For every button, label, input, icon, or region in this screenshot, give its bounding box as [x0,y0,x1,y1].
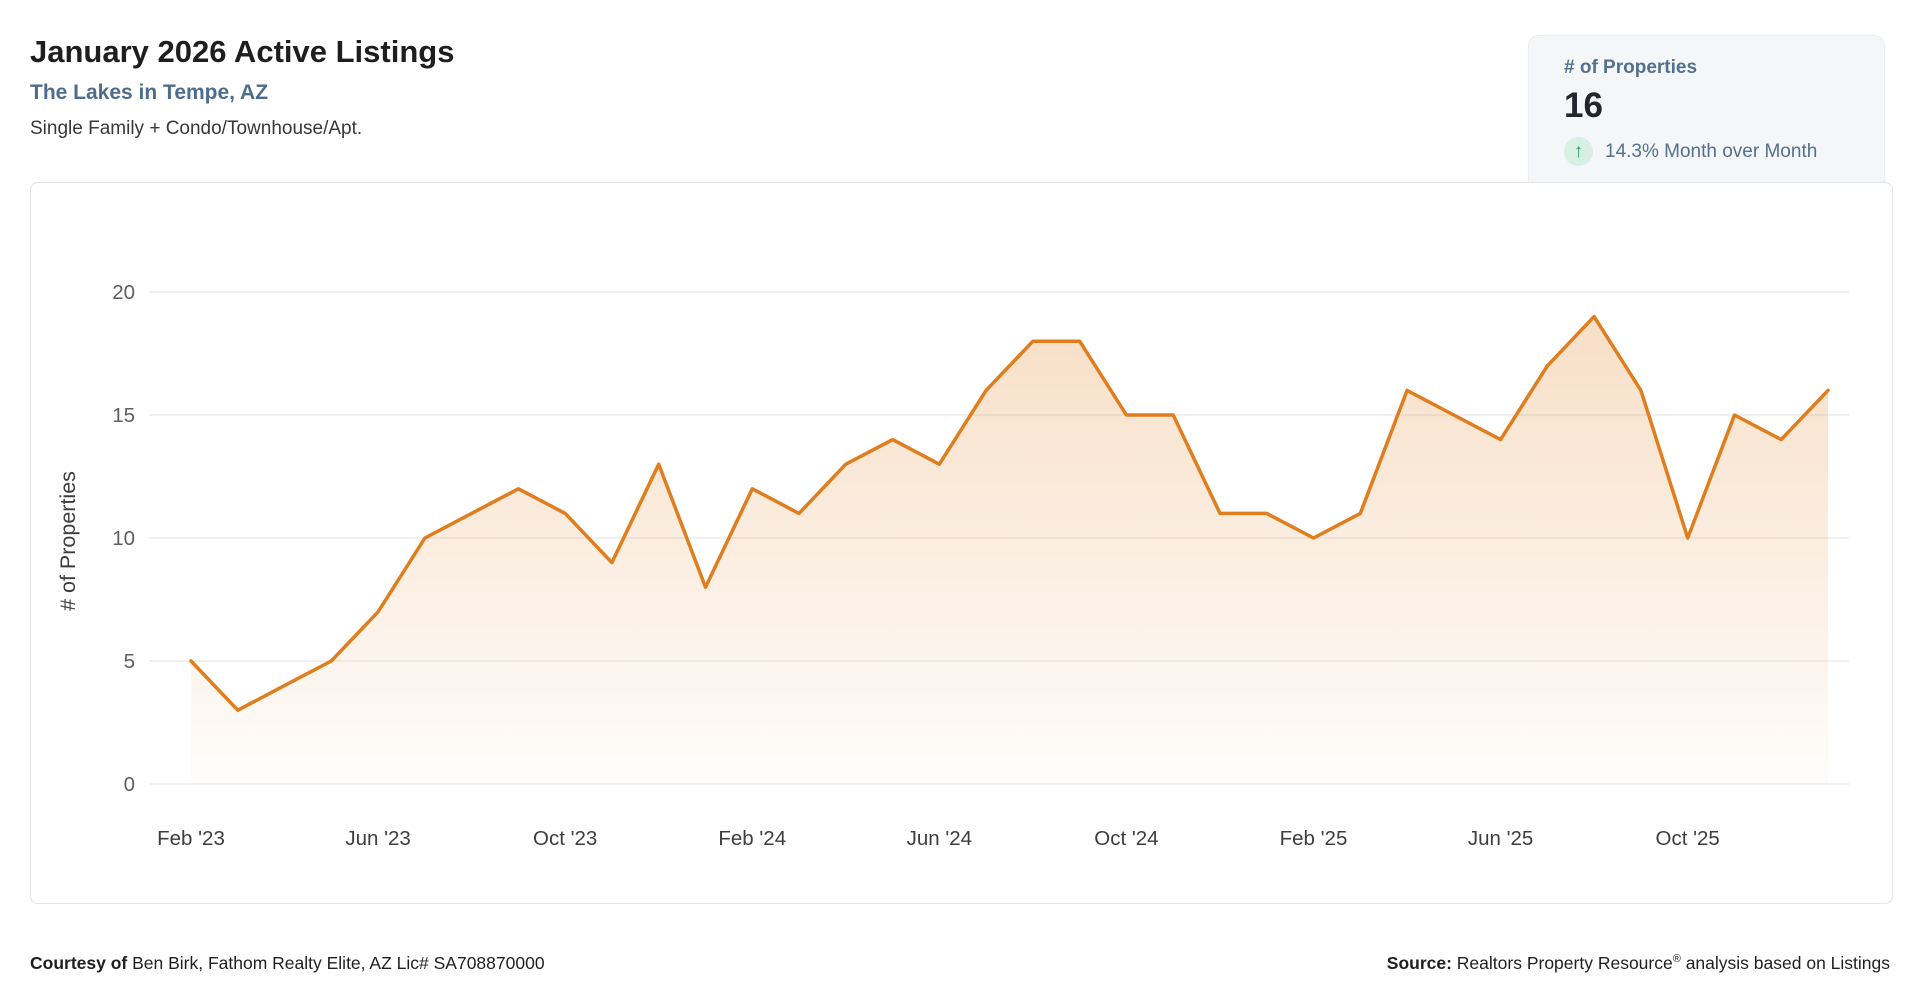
y-tick-label: 0 [124,773,135,796]
source-text: Source: Realtors Property Resource® anal… [1386,953,1890,973]
courtesy-label: Courtesy of [30,953,128,973]
x-tick-label: Jun '25 [1468,827,1533,850]
x-tick-label: Jun '23 [345,827,410,850]
y-tick-label: 15 [112,404,135,427]
listings-area-chart: 0 5 10 15 20 Feb '23 Jun '23 Oct '23 Feb '24 Jun … [56,281,1849,850]
stat-card: # of Properties 16 ↑ 14.3% Month over Mo… [1528,35,1885,197]
trend-line [189,314,1830,712]
x-tick-label: Feb '24 [718,827,786,850]
y-axis-title: # of Properties [56,471,80,611]
chart-card: 0 5 10 15 20 Feb '23 Jun '23 Oct '23 Feb '24 Jun … [30,182,1893,904]
x-tick-label: Jun '24 [907,827,972,850]
report-footer: Courtesy of Ben Birk, Fathom Realty Elit… [30,953,1890,974]
x-tick-label: Oct '23 [533,827,597,850]
x-tick-label: Oct '24 [1094,827,1158,850]
page-title: January 2026 Active Listings [30,34,455,69]
area-fill [191,316,1828,784]
stat-card-trend-text: 14.3% Month over Month [1605,140,1818,162]
x-tick-label: Feb '25 [1280,827,1348,850]
page-subtitle: The Lakes in Tempe, AZ [30,81,269,104]
source-label: Source: [1386,953,1452,973]
x-tick-label: Feb '23 [157,827,225,850]
arrow-up-icon: ↑ [1564,137,1593,166]
registered-mark: ® [1672,953,1681,966]
stat-card-label: # of Properties [1564,57,1698,78]
stat-card-value: 16 [1564,86,1603,125]
stat-card-trend: ↑ 14.3% Month over Month [1564,137,1884,166]
y-tick-label: 10 [112,527,135,550]
y-tick-label: 20 [112,281,135,304]
property-types-label: Single Family + Condo/Townhouse/Apt. [30,118,363,139]
x-tick-label: Oct '25 [1656,827,1720,850]
courtesy-text: Courtesy of Ben Birk, Fathom Realty Elit… [30,953,545,973]
y-tick-label: 5 [124,650,135,673]
